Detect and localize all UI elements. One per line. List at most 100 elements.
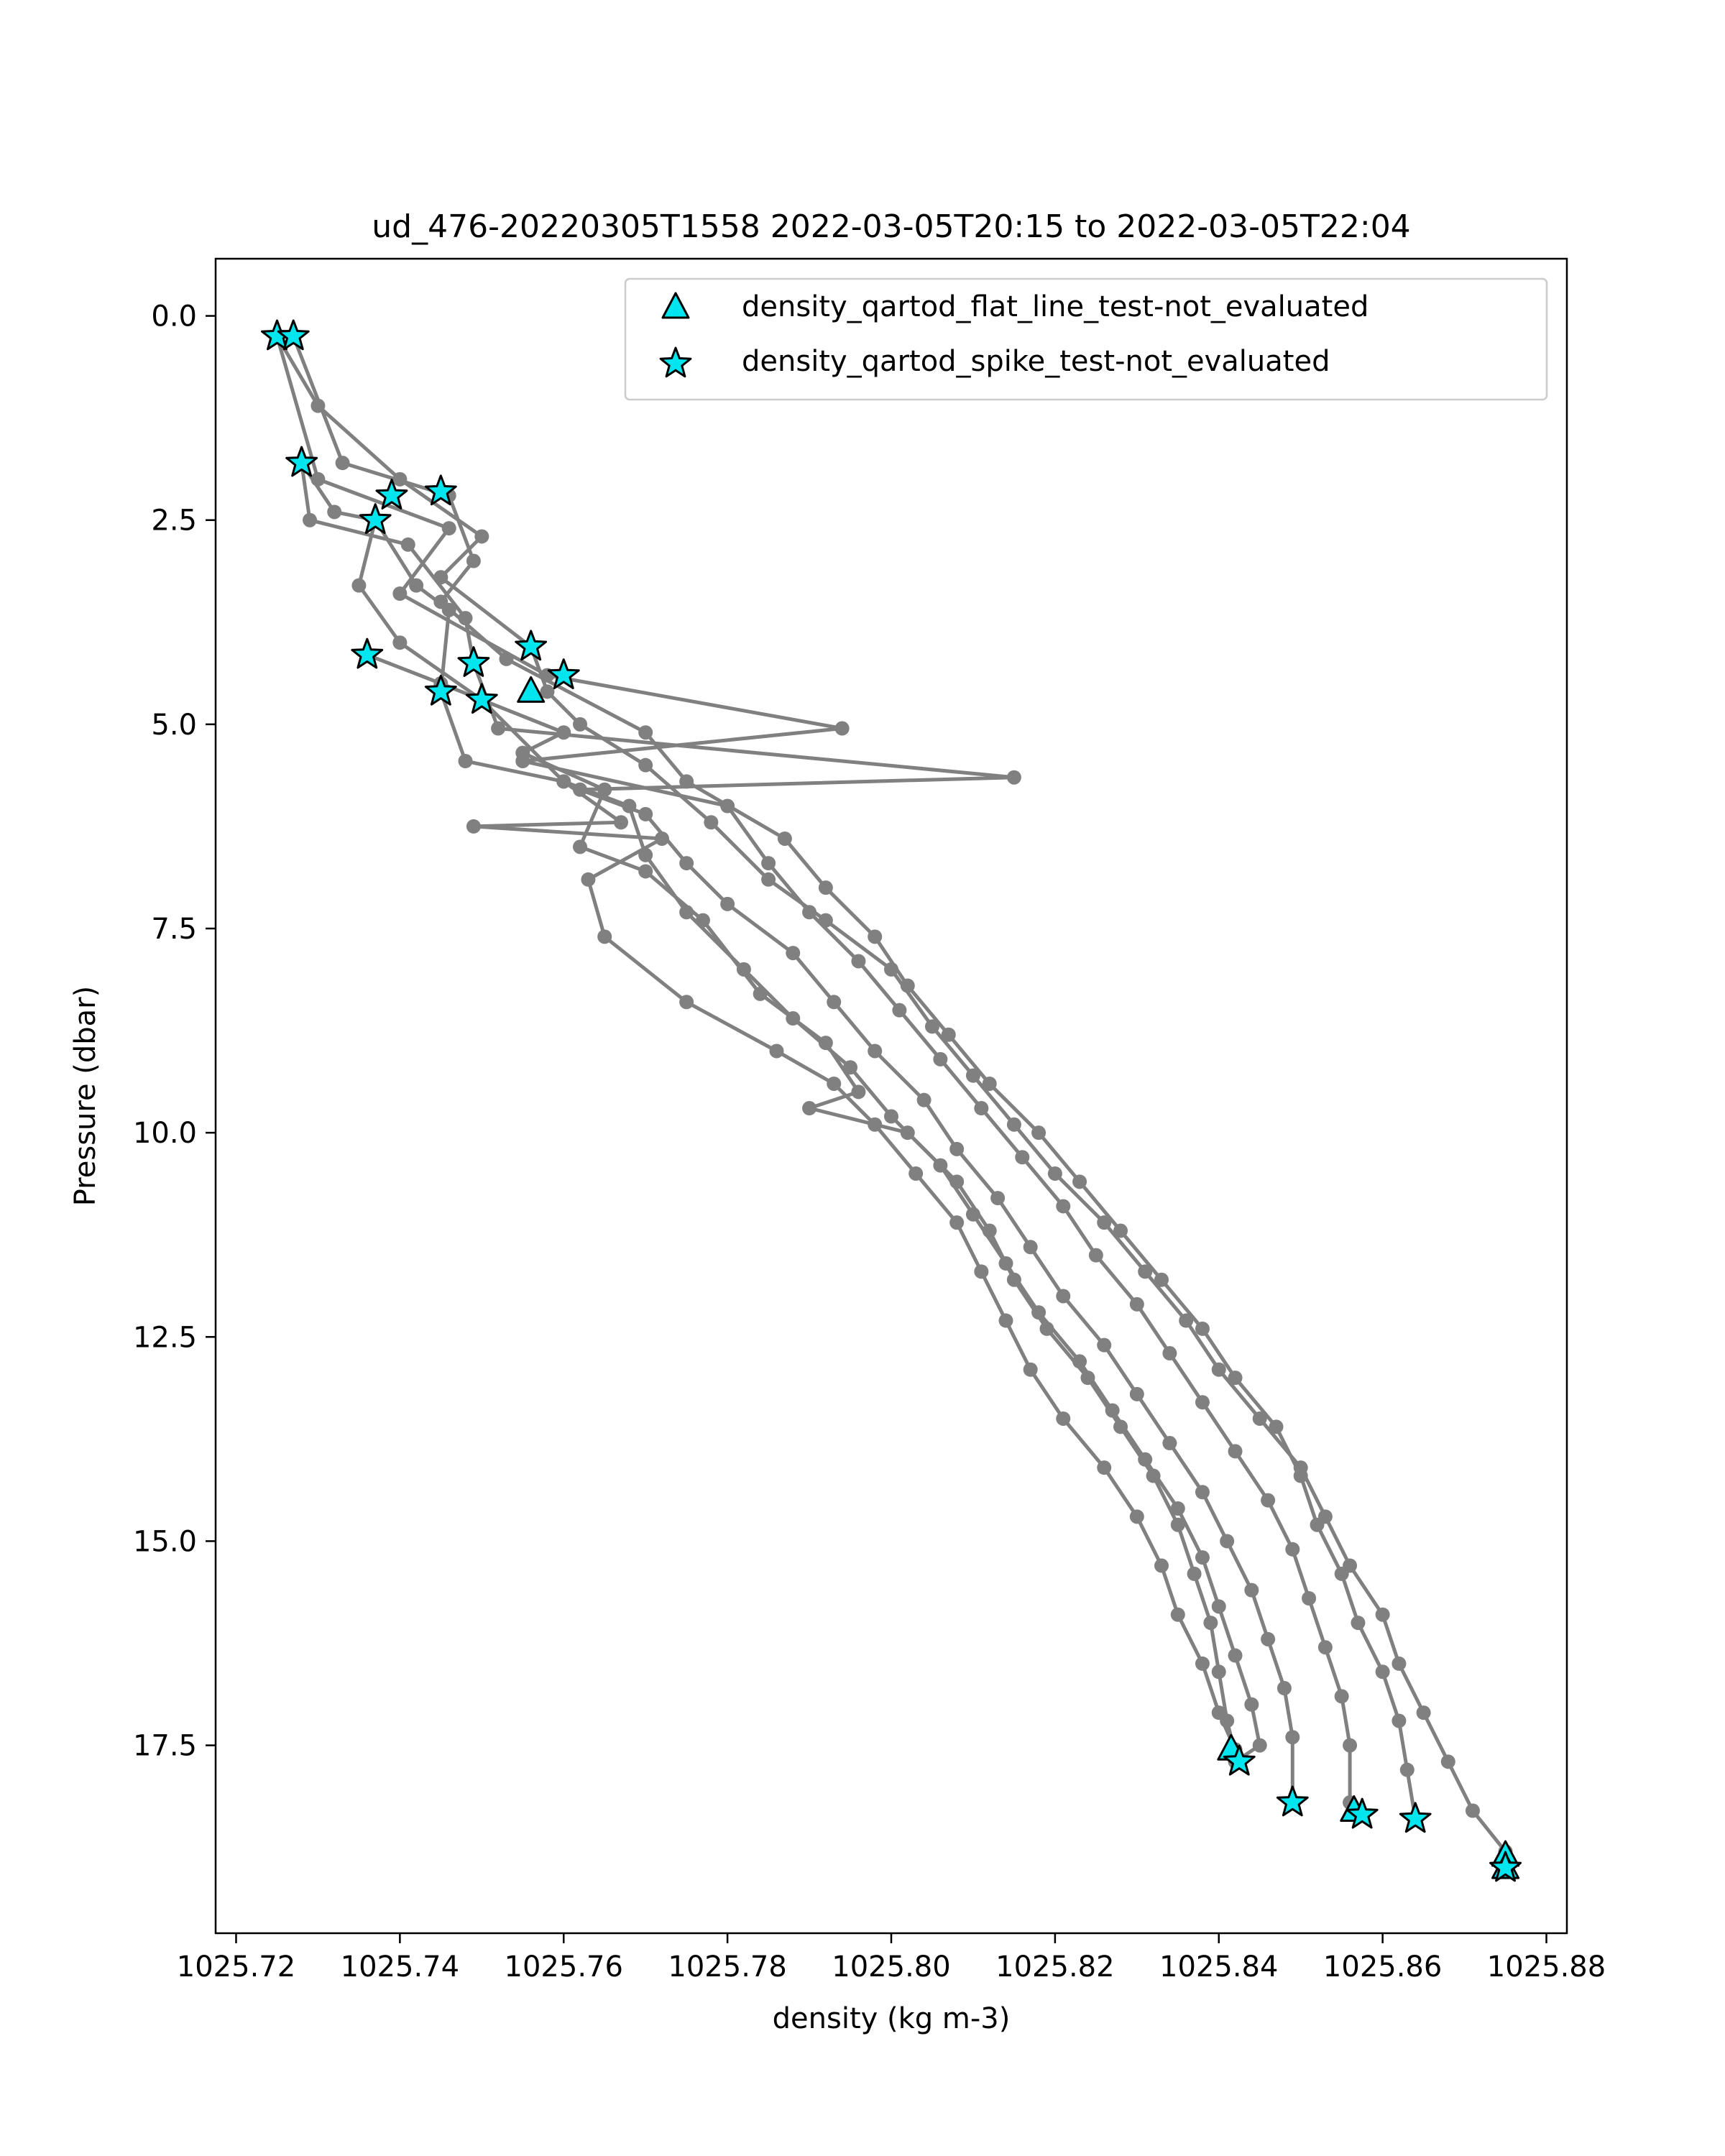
x-tick-label: 1025.82 [995, 1950, 1114, 1984]
profile-point [695, 913, 710, 928]
profile-point [1211, 1705, 1226, 1720]
profile-point [466, 553, 481, 568]
y-tick-label: 10.0 [133, 1117, 197, 1150]
profile-point [1179, 1313, 1194, 1328]
legend-marker-flat-line [661, 292, 690, 319]
profile-point [1047, 1166, 1062, 1181]
profile-point [1031, 1125, 1046, 1141]
profile-point [1015, 1150, 1030, 1165]
markers-layer [261, 319, 1522, 1882]
profile-point [335, 456, 350, 471]
profile-point [933, 1051, 948, 1067]
legend-label-flat-line: density_qartod_flat_line_test-not_evalua… [742, 290, 1368, 323]
spike-test-marker [1276, 1785, 1309, 1817]
profile-point [1129, 1296, 1144, 1312]
profile-point [982, 1223, 997, 1238]
profile-point [941, 1027, 956, 1042]
chart-title: ud_476-20220305T1558 2022-03-05T20:15 to… [372, 208, 1410, 245]
y-tick-label: 17.5 [133, 1730, 197, 1763]
profile-point [1080, 1370, 1095, 1386]
profile-point [1343, 1738, 1358, 1753]
profile-point [1392, 1656, 1407, 1671]
y-tick-label: 5.0 [151, 709, 197, 742]
spike-test-marker [351, 637, 384, 669]
profile-point [474, 529, 489, 544]
profile-point [1211, 1362, 1226, 1377]
profile-point [974, 1264, 989, 1279]
profile-point [1023, 1362, 1038, 1377]
profile-point [556, 774, 571, 789]
profile-point [982, 1076, 997, 1091]
profile-point [802, 905, 817, 920]
profile-point [818, 880, 833, 895]
profile-point [769, 1044, 784, 1059]
profile-point [974, 1101, 989, 1116]
profile-point [924, 1019, 939, 1034]
profile-point [638, 806, 653, 821]
profile-point [1351, 1616, 1366, 1631]
profile-point [1252, 1738, 1267, 1753]
profile-point [851, 1084, 866, 1100]
profile-point [1228, 1444, 1243, 1459]
x-tick-label: 1025.72 [177, 1950, 295, 1984]
legend-box [624, 277, 1548, 401]
profile-point [1195, 1395, 1210, 1410]
profile-point [1399, 1762, 1414, 1777]
profile-point [581, 872, 596, 887]
flat-line-test-marker [517, 676, 546, 703]
profile-point [1276, 1681, 1292, 1696]
profile-point [1285, 1542, 1300, 1557]
profile-point [704, 815, 719, 830]
profile-point [441, 602, 456, 617]
profile-point [1162, 1346, 1177, 1361]
profile-point [851, 954, 866, 969]
spike-test-marker [424, 474, 457, 506]
profile-point [654, 831, 669, 846]
profile-point [1375, 1664, 1390, 1680]
profile-point [1228, 1648, 1243, 1663]
legend-markers [659, 292, 692, 378]
profile-point [679, 995, 694, 1010]
profile-point [1097, 1460, 1112, 1475]
profile-line [300, 462, 1294, 1803]
profile-point [720, 896, 735, 911]
profile-point [1285, 1730, 1300, 1745]
profile-point [1097, 1215, 1112, 1230]
x-tick-label: 1025.80 [832, 1950, 950, 1984]
profile-point [1129, 1509, 1144, 1524]
y-tick-label: 7.5 [151, 913, 197, 946]
profile-point [1211, 1664, 1226, 1680]
profile-point [466, 819, 481, 834]
x-tick-label: 1025.86 [1323, 1950, 1442, 1984]
profile-point [834, 721, 850, 736]
y-axis-label: Pressure (dbar) [69, 986, 102, 1206]
profile-point [1006, 1272, 1021, 1287]
spike-test-marker [547, 658, 580, 689]
profile-point [1203, 1616, 1218, 1631]
spike-test-marker [1489, 1851, 1522, 1882]
profile-point [1244, 1583, 1259, 1598]
spike-test-marker [465, 683, 498, 714]
x-axis-label: density (kg m-3) [773, 2002, 1011, 2035]
profile-point [573, 839, 588, 854]
profile-point [1006, 770, 1021, 785]
profile-point [1162, 1436, 1177, 1451]
profile-point [303, 512, 318, 528]
profile-point [1195, 1321, 1210, 1336]
y-tick-label: 15.0 [133, 1525, 197, 1558]
profile-point [1261, 1631, 1276, 1646]
x-tick-label: 1025.74 [341, 1950, 459, 1984]
x-tick-label: 1025.78 [668, 1950, 786, 1984]
profile-point [458, 754, 473, 768]
profile-point [1006, 1117, 1021, 1132]
profile-point [1252, 1411, 1267, 1426]
profile-point [786, 946, 801, 961]
profile-point [949, 1174, 965, 1189]
spike-test-marker [1399, 1802, 1432, 1833]
profile-point [1113, 1419, 1128, 1434]
profile-line [366, 653, 1237, 1751]
profile-point [1195, 1656, 1210, 1671]
x-tick-label: 1025.88 [1487, 1950, 1606, 1984]
profile-point [1244, 1697, 1259, 1712]
profile-point [1375, 1607, 1390, 1622]
